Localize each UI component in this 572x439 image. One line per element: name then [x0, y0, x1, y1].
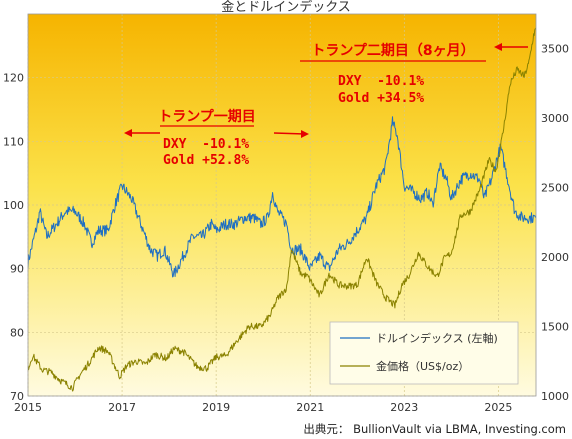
term2-arrowhead	[494, 43, 502, 51]
term2-title: トランプ二期目（8ヶ月）	[311, 43, 474, 59]
chart-title: 金とドルインデックス	[221, 0, 351, 15]
term1-dxy: DXY -10.1%	[163, 137, 249, 152]
term1-arrowhead-right	[301, 130, 309, 138]
y-left-tick-label: 70	[10, 390, 24, 403]
plot-border	[27, 13, 537, 397]
term2-gold: Gold +34.5%	[338, 91, 424, 106]
series-line-0	[28, 116, 536, 278]
y-left-tick-label: 100	[3, 199, 24, 212]
series-lines	[28, 27, 536, 392]
y-left-tick-label: 110	[3, 135, 24, 148]
series-line-1	[28, 27, 536, 392]
term1-title: トランプ一期目	[158, 109, 256, 125]
x-tick-label: 2015	[14, 401, 42, 414]
y-right-tick-label: 2000	[541, 251, 569, 264]
y-right-tick-label: 3500	[541, 43, 569, 56]
x-tick-label: 2017	[108, 401, 136, 414]
y-left-tick-label: 120	[3, 72, 24, 85]
term2-dxy: DXY -10.1%	[338, 74, 424, 89]
term1-arrow-right	[273, 132, 306, 135]
y-right-tick-label: 1500	[541, 321, 569, 334]
x-tick-label: 2019	[202, 401, 230, 414]
x-tick-label: 2025	[484, 401, 512, 414]
y-right-tick-label: 1000	[541, 390, 569, 403]
source-note: 出典元： BullionVault via LBMA, Investing.co…	[303, 422, 566, 436]
y-right-tick-label: 3000	[541, 112, 569, 125]
legend: ドルインデックス (左軸) 金価格（US$/oz）	[329, 321, 519, 385]
term1-arrowhead-left	[124, 129, 132, 137]
legend-label-dxy: ドルインデックス (左軸)	[376, 331, 498, 345]
axes: 2015 2017 2019 2021 2023 2025 70 80 90 100 110 120 1…	[3, 43, 569, 414]
y-left-tick-label: 80	[10, 326, 24, 339]
y-left-tick-label: 90	[10, 263, 24, 276]
y-right-tick-label: 2500	[541, 182, 569, 195]
x-tick-label: 2021	[296, 401, 324, 414]
x-tick-label: 2023	[390, 401, 418, 414]
legend-box	[329, 321, 519, 385]
term1-gold: Gold +52.8%	[163, 153, 249, 168]
legend-label-gold: 金価格（US$/oz）	[376, 359, 469, 373]
